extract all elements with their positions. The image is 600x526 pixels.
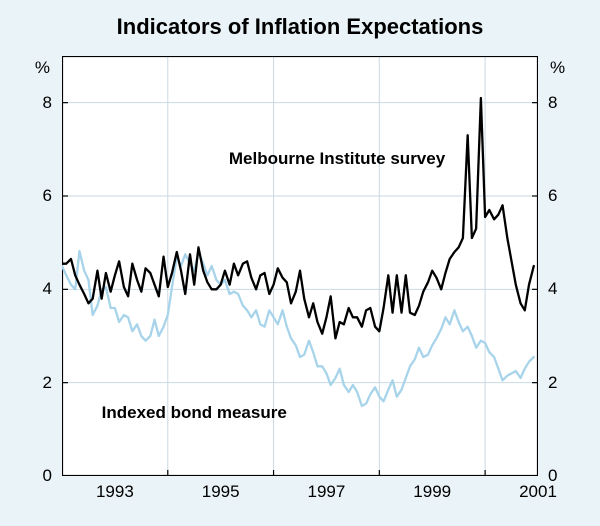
y-tick-left-0: 0	[43, 466, 52, 486]
label-bond: Indexed bond measure	[102, 403, 287, 423]
x-tick-2001: 2001	[519, 482, 557, 502]
y-tick-left-2: 2	[43, 373, 52, 393]
y-tick-right-8: 8	[548, 93, 557, 113]
x-tick-1993: 1993	[96, 482, 134, 502]
y-tick-right-2: 2	[548, 373, 557, 393]
y-tick-left-6: 6	[43, 186, 52, 206]
x-tick-1999: 1999	[413, 482, 451, 502]
y-tick-left-8: 8	[43, 93, 52, 113]
x-tick-1997: 1997	[308, 482, 346, 502]
y-unit-left: %	[35, 58, 50, 78]
y-tick-left-4: 4	[43, 279, 52, 299]
y-unit-right: %	[550, 58, 565, 78]
x-tick-1995: 1995	[202, 482, 240, 502]
chart-title: Indicators of Inflation Expectations	[0, 14, 600, 40]
label-melbourne: Melbourne Institute survey	[229, 149, 445, 169]
chart-container: Indicators of Inflation Expectations %% 0…	[0, 0, 600, 526]
y-tick-right-6: 6	[548, 186, 557, 206]
y-tick-right-4: 4	[548, 279, 557, 299]
